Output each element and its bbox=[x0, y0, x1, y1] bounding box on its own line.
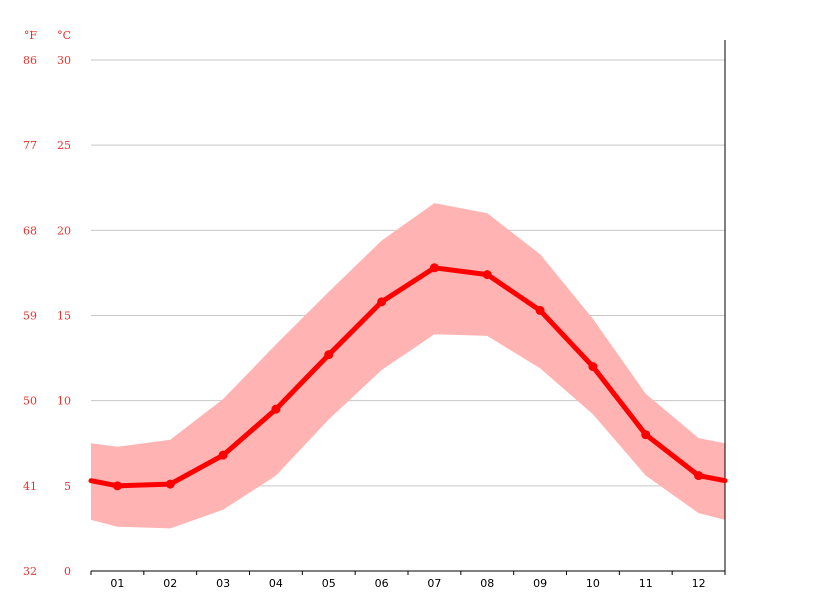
mean-temperature-point-02 bbox=[165, 479, 175, 489]
mean-temperature-point-09 bbox=[535, 305, 545, 315]
temperature-range-band-layer bbox=[91, 203, 725, 529]
mean-temperature-point-layer bbox=[112, 263, 704, 491]
celsius-unit-label: °C bbox=[57, 29, 71, 42]
mean-temperature-point-04 bbox=[271, 404, 281, 414]
mean-temperature-point-07 bbox=[429, 263, 439, 273]
celsius-tick-label: 0 bbox=[64, 565, 71, 578]
mean-temperature-line bbox=[88, 265, 728, 489]
month-tick-label-10: 10 bbox=[586, 577, 600, 590]
celsius-tick-label: 20 bbox=[57, 224, 71, 237]
fahrenheit-tick-label: 59 bbox=[23, 310, 37, 323]
month-tick-label-11: 11 bbox=[639, 577, 653, 590]
month-tick-label-03: 03 bbox=[216, 577, 230, 590]
mean-temperature-point-08 bbox=[482, 270, 492, 280]
fahrenheit-tick-label: 41 bbox=[23, 480, 37, 493]
celsius-tick-label: 15 bbox=[57, 310, 71, 323]
fahrenheit-unit-label: °F bbox=[24, 29, 38, 42]
celsius-tick-label: 30 bbox=[57, 54, 71, 67]
tick-label-layer: 32 0 41 5 50 10 59 15 68 20 77 25 86 30 01 02 03 04 05 06 07… bbox=[23, 54, 726, 590]
fahrenheit-tick-label: 86 bbox=[23, 54, 37, 67]
fahrenheit-tick-label: 50 bbox=[23, 395, 37, 408]
mean-temperature-point-05 bbox=[324, 350, 334, 360]
fahrenheit-tick-label: 68 bbox=[23, 224, 37, 237]
celsius-tick-label: 5 bbox=[64, 480, 71, 493]
mean-temperature-point-12 bbox=[694, 471, 704, 481]
month-tick-label-01: 01 bbox=[110, 577, 124, 590]
month-tick-label-08: 08 bbox=[480, 577, 494, 590]
temperature-range-band bbox=[91, 203, 725, 529]
month-tick-label-07: 07 bbox=[427, 577, 441, 590]
mean-temperature-point-11 bbox=[641, 430, 651, 440]
month-tick-label-09: 09 bbox=[533, 577, 547, 590]
fahrenheit-tick-label: 32 bbox=[23, 565, 37, 578]
month-tick-label-05: 05 bbox=[322, 577, 336, 590]
mean-temperature-point-10 bbox=[588, 362, 598, 372]
month-tick-label-12: 12 bbox=[692, 577, 706, 590]
mean-temperature-point-01 bbox=[112, 481, 122, 491]
month-tick-label-02: 02 bbox=[163, 577, 177, 590]
celsius-tick-label: 10 bbox=[57, 395, 71, 408]
mean-temperature-line-layer bbox=[88, 265, 728, 489]
celsius-tick-label: 25 bbox=[57, 139, 71, 152]
month-tick-label-06: 06 bbox=[375, 577, 389, 590]
mean-temperature-point-03 bbox=[218, 450, 228, 460]
fahrenheit-tick-label: 77 bbox=[23, 139, 37, 152]
month-tick-label-04: 04 bbox=[269, 577, 283, 590]
mean-temperature-point-06 bbox=[377, 297, 387, 307]
